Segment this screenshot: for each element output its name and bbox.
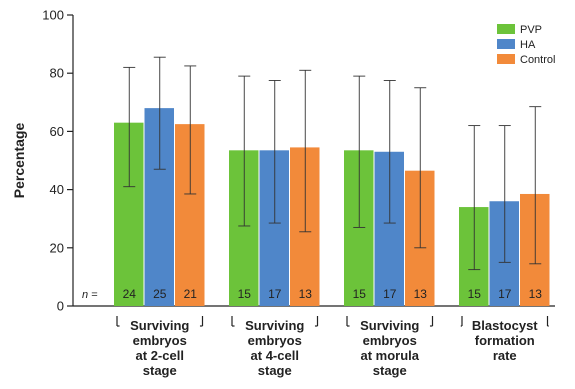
bar-ha-1 (144, 108, 174, 307)
category-label-line: embryos (133, 333, 187, 348)
bar-pvp-1 (114, 122, 144, 306)
legend-swatch-control (497, 54, 515, 64)
bar-control-3 (405, 170, 435, 306)
legend-swatch-pvp (497, 24, 515, 34)
category-label-line: stage (373, 363, 407, 378)
n-label: 24 (123, 287, 137, 301)
n-label: 13 (299, 287, 313, 301)
legend-label-pvp: PVP (520, 24, 542, 36)
bar-control-2 (290, 147, 320, 306)
category-label-line: stage (258, 363, 292, 378)
n-label: 13 (529, 287, 543, 301)
y-tick-label: 60 (50, 124, 64, 139)
bar-ha-3 (374, 151, 404, 306)
n-label: 15 (353, 287, 367, 301)
bar-pvp-3 (344, 150, 374, 306)
n-prefix-label: n = (82, 289, 98, 301)
n-label: 25 (153, 287, 167, 301)
bar-control-4 (520, 193, 550, 306)
n-label: 17 (383, 287, 397, 301)
y-tick-label: 40 (50, 182, 64, 197)
category-label-line: Surviving (130, 318, 189, 333)
category-label-line: at morula (360, 348, 419, 363)
bar-ha-4 (489, 201, 519, 306)
y-tick-label: 0 (57, 299, 64, 314)
legend-swatch-ha (497, 39, 515, 49)
category-label-line: embryos (248, 333, 302, 348)
category-label-line: Blastocyst (472, 318, 538, 333)
category-label-line: at 2-cell (136, 348, 184, 363)
bar-control-1 (175, 124, 205, 306)
bar-pvp-2 (229, 150, 259, 306)
n-label: 17 (268, 287, 282, 301)
y-tick-label: 80 (50, 66, 64, 81)
category-label-line: stage (143, 363, 177, 378)
y-tick-label: 100 (42, 8, 64, 23)
category-label-line: rate (493, 348, 517, 363)
bar-pvp-4 (459, 207, 489, 306)
category-label-line: at 4-cell (251, 348, 299, 363)
category-label-line: embryos (363, 333, 417, 348)
n-label: 21 (184, 287, 198, 301)
y-axis-title: Percentage (11, 123, 27, 199)
y-tick-label: 20 (50, 240, 64, 255)
n-label: 15 (468, 287, 482, 301)
category-label-line: formation (475, 333, 535, 348)
n-label: 17 (498, 287, 512, 301)
n-label: 15 (238, 287, 252, 301)
category-label-line: Surviving (245, 318, 304, 333)
legend-label-ha: HA (520, 39, 536, 51)
n-label: 13 (414, 287, 428, 301)
bar-ha-2 (259, 150, 289, 306)
legend-label-control: Control (520, 54, 555, 66)
category-label-line: Surviving (360, 318, 419, 333)
